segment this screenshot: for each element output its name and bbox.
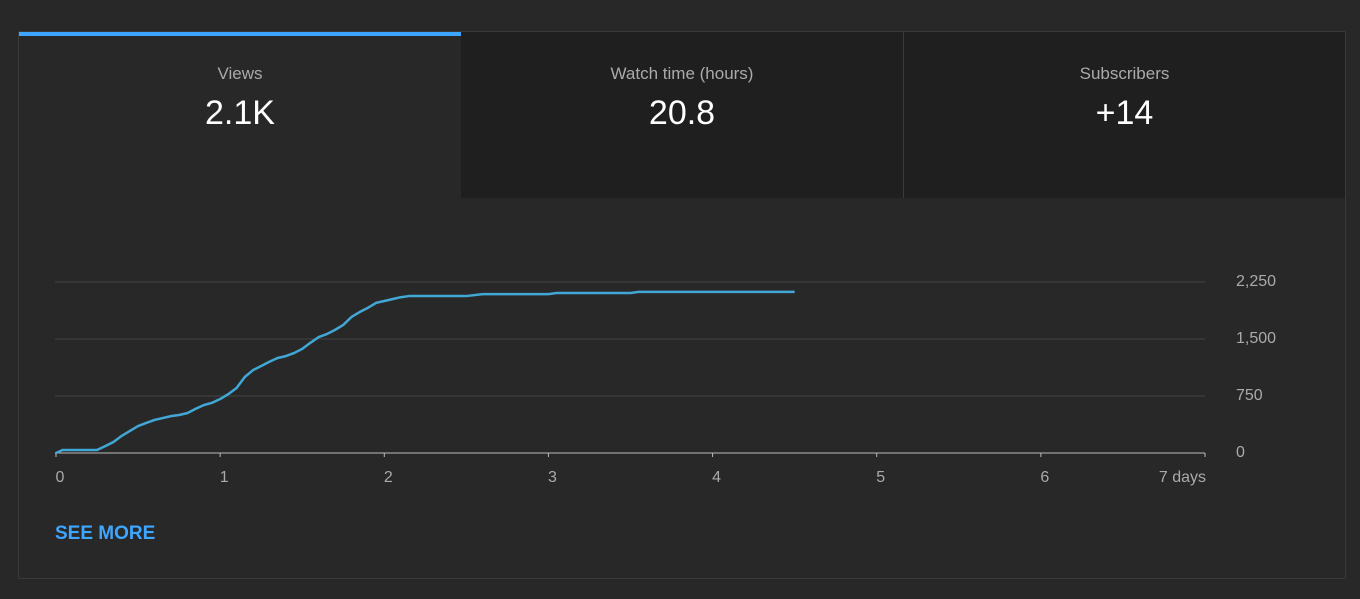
x-tick-label: 7 days <box>1159 469 1206 486</box>
tab-value: 20.8 <box>648 94 716 132</box>
tab-value: +14 <box>1095 94 1154 132</box>
see-more-link[interactable]: SEE MORE <box>55 523 156 544</box>
x-tick-label: 1 <box>220 469 229 486</box>
tab[interactable]: Views 2.1K <box>19 32 461 198</box>
tab[interactable]: Watch time (hours) 20.8 <box>461 32 903 198</box>
x-tick-label: 6 <box>1040 469 1049 486</box>
y-tick-label: 750 <box>1236 387 1263 404</box>
x-tick-label: 0 <box>56 469 65 486</box>
card: Views 2.1K Watch time (hours) 20.8 Subsc… <box>18 31 1346 579</box>
x-tick-label: 4 <box>712 469 721 486</box>
tab-label: Views <box>217 64 263 83</box>
x-tick-label: 5 <box>876 469 885 486</box>
y-tick-label: 0 <box>1236 444 1245 461</box>
x-tick-label: 3 <box>548 469 557 486</box>
x-tick-label: 2 <box>384 469 393 486</box>
tab-label: Watch time (hours) <box>610 64 754 83</box>
tab-label: Subscribers <box>1079 64 1170 83</box>
y-tick-label: 1,500 <box>1236 330 1276 347</box>
line <box>55 290 795 455</box>
tab[interactable]: Subscribers +14 <box>903 32 1345 198</box>
y-tick-label: 2,250 <box>1236 273 1276 290</box>
tab-value: 2.1K <box>205 94 275 132</box>
